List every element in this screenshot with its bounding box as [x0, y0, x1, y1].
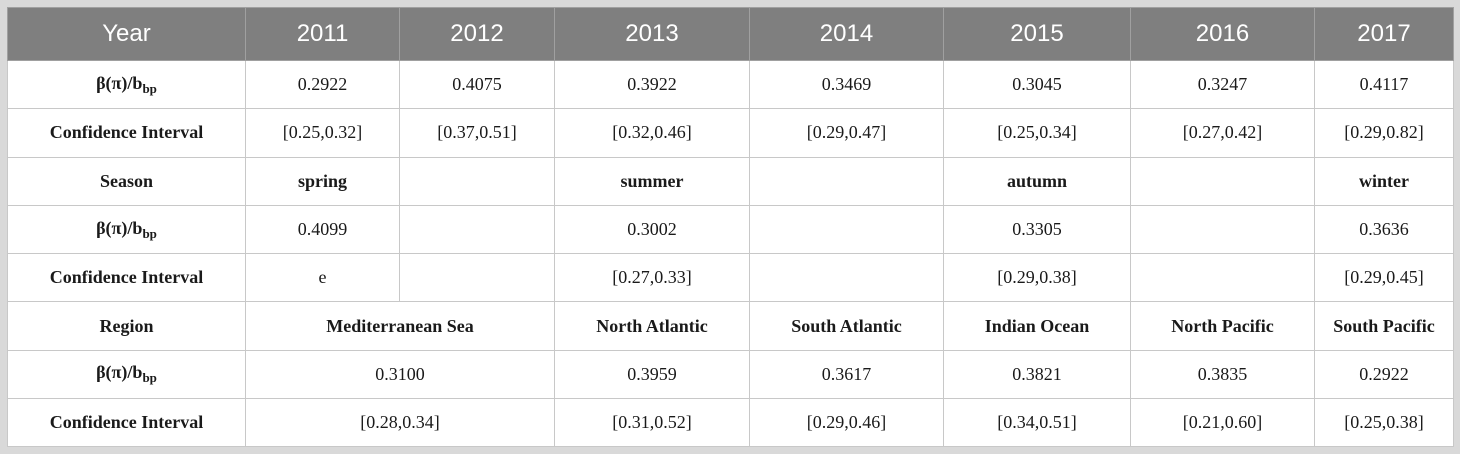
table-cell: 0.3045 — [943, 59, 1131, 110]
table-row: Confidence Interval [0.28,0.34] [0.31,0.… — [7, 398, 1454, 448]
table-cell: 0.3305 — [943, 204, 1131, 255]
table-cell: [0.25,0.38] — [1314, 398, 1454, 448]
table-row: β(π)/bbp 0.4099 0.3002 0.3305 0.3636 — [7, 204, 1454, 255]
table-cell-empty — [1130, 204, 1315, 255]
table-cell: [0.25,0.32] — [245, 108, 400, 158]
table-cell: 0.3959 — [554, 349, 750, 400]
header-year-2012: 2012 — [399, 7, 555, 61]
table-cell: 0.3002 — [554, 204, 750, 255]
ratio-label-sub: bp — [142, 80, 157, 96]
season-autumn: autumn — [943, 156, 1131, 206]
table-cell-empty — [749, 156, 944, 206]
table-row: β(π)/bbp 0.3100 0.3959 0.3617 0.3821 0.3… — [7, 349, 1454, 400]
table-cell: 0.3100 — [245, 349, 555, 400]
header-year-2016: 2016 — [1130, 7, 1315, 61]
season-label: Season — [7, 156, 246, 206]
table-cell: 0.3636 — [1314, 204, 1454, 255]
ratio-label-main: β(π)/b — [96, 72, 143, 93]
table-cell: 0.4075 — [399, 59, 555, 110]
table-cell: [0.29,0.38] — [943, 253, 1131, 303]
table-row: Confidence Interval [0.25,0.32] [0.37,0.… — [7, 108, 1454, 158]
ci-label: Confidence Interval — [7, 108, 246, 158]
table-row: Season spring summer autumn winter — [7, 156, 1454, 206]
season-winter: winter — [1314, 156, 1454, 206]
table-cell: 0.3922 — [554, 59, 750, 110]
table-cell: [0.29,0.45] — [1314, 253, 1454, 303]
header-year-2013: 2013 — [554, 7, 750, 61]
table-cell-empty — [749, 204, 944, 255]
table-cell: [0.25,0.34] — [943, 108, 1131, 158]
table-cell: [0.27,0.33] — [554, 253, 750, 303]
table-cell: [0.29,0.82] — [1314, 108, 1454, 158]
region-north-pacific: North Pacific — [1130, 301, 1315, 351]
ci-label: Confidence Interval — [7, 398, 246, 448]
table-cell: 0.2922 — [245, 59, 400, 110]
header-year-2014: 2014 — [749, 7, 944, 61]
region-indian-ocean: Indian Ocean — [943, 301, 1131, 351]
table-cell: 0.3835 — [1130, 349, 1315, 400]
ratio-label-main: β(π)/b — [96, 362, 143, 383]
results-table-frame: Year 2011 2012 2013 2014 2015 2016 2017 … — [7, 7, 1454, 448]
region-south-pacific: South Pacific — [1314, 301, 1454, 351]
table-cell: [0.27,0.42] — [1130, 108, 1315, 158]
table-cell-empty — [399, 204, 555, 255]
table-cell: 0.3821 — [943, 349, 1131, 400]
table-cell-empty — [399, 253, 555, 303]
table-cell: [0.29,0.47] — [749, 108, 944, 158]
header-year-2017: 2017 — [1314, 7, 1454, 61]
table-cell: [0.31,0.52] — [554, 398, 750, 448]
table-cell: [0.21,0.60] — [1130, 398, 1315, 448]
table-cell: 0.3617 — [749, 349, 944, 400]
table-cell: 0.4117 — [1314, 59, 1454, 110]
table-cell: 0.2922 — [1314, 349, 1454, 400]
table-row: Confidence Interval e [0.27,0.33] [0.29,… — [7, 253, 1454, 303]
ratio-label-main: β(π)/b — [96, 217, 143, 238]
region-south-atlantic: South Atlantic — [749, 301, 944, 351]
header-year-2015: 2015 — [943, 7, 1131, 61]
table-cell-empty — [749, 253, 944, 303]
table-row: Region Mediterranean Sea North Atlantic … — [7, 301, 1454, 351]
table-cell: 0.3247 — [1130, 59, 1315, 110]
table-cell: 0.4099 — [245, 204, 400, 255]
region-mediterranean-sea: Mediterranean Sea — [245, 301, 555, 351]
header-year-label: Year — [7, 7, 246, 61]
table-cell: [0.37,0.51] — [399, 108, 555, 158]
ratio-label-sub: bp — [142, 370, 157, 386]
season-summer: summer — [554, 156, 750, 206]
table-cell: [0.32,0.46] — [554, 108, 750, 158]
table-cell: [0.29,0.46] — [749, 398, 944, 448]
results-table: Year 2011 2012 2013 2014 2015 2016 2017 … — [7, 7, 1454, 448]
header-year-2011: 2011 — [245, 7, 400, 61]
table-cell: e — [245, 253, 400, 303]
table-cell: [0.28,0.34] — [245, 398, 555, 448]
ratio-label: β(π)/bbp — [7, 349, 246, 400]
region-north-atlantic: North Atlantic — [554, 301, 750, 351]
ratio-label: β(π)/bbp — [7, 204, 246, 255]
ci-label: Confidence Interval — [7, 253, 246, 303]
table-cell-empty — [1130, 156, 1315, 206]
table-cell: 0.3469 — [749, 59, 944, 110]
ratio-label: β(π)/bbp — [7, 59, 246, 110]
ratio-label-sub: bp — [142, 225, 157, 241]
table-row: β(π)/bbp 0.2922 0.4075 0.3922 0.3469 0.3… — [7, 59, 1454, 110]
table-cell-empty — [399, 156, 555, 206]
season-spring: spring — [245, 156, 400, 206]
header-row: Year 2011 2012 2013 2014 2015 2016 2017 — [7, 7, 1454, 61]
table-cell: [0.34,0.51] — [943, 398, 1131, 448]
region-label: Region — [7, 301, 246, 351]
table-cell-empty — [1130, 253, 1315, 303]
